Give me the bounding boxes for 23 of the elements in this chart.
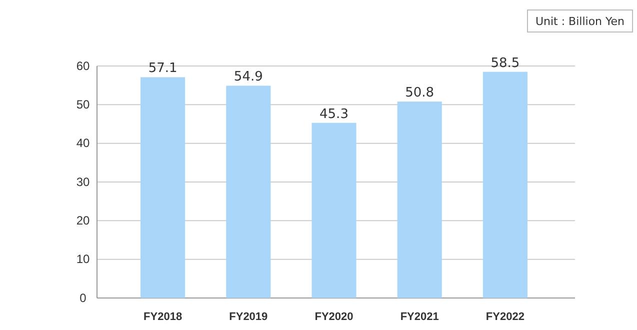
y-tick-label: 20: [76, 214, 90, 228]
x-tick-label: FY2018: [144, 310, 182, 323]
x-tick-label: FY2019: [229, 310, 268, 323]
bar: [397, 102, 442, 298]
data-label: 57.1: [148, 61, 178, 76]
y-tick-label: 40: [76, 136, 90, 150]
bar: [482, 72, 528, 298]
y-tick-label: 50: [76, 98, 90, 112]
x-tick-label: FY2022: [486, 310, 524, 323]
y-tick-label: 10: [76, 252, 90, 266]
bar: [140, 77, 186, 298]
text: Unit : Billion Yen: [535, 15, 625, 28]
bar: [226, 86, 271, 298]
data-label: 50.8: [405, 86, 434, 101]
data-label: 45.3: [320, 106, 348, 122]
x-tick-label: FY2020: [314, 310, 354, 323]
y-tick-label: 0: [80, 290, 87, 305]
bar: [312, 122, 356, 298]
data-label: 58.5: [490, 56, 520, 71]
y-tick-label: 30: [76, 174, 90, 189]
data-label: 54.9: [234, 70, 263, 85]
y-tick-label: 60: [76, 58, 90, 73]
x-tick-label: FY2021: [400, 310, 439, 323]
